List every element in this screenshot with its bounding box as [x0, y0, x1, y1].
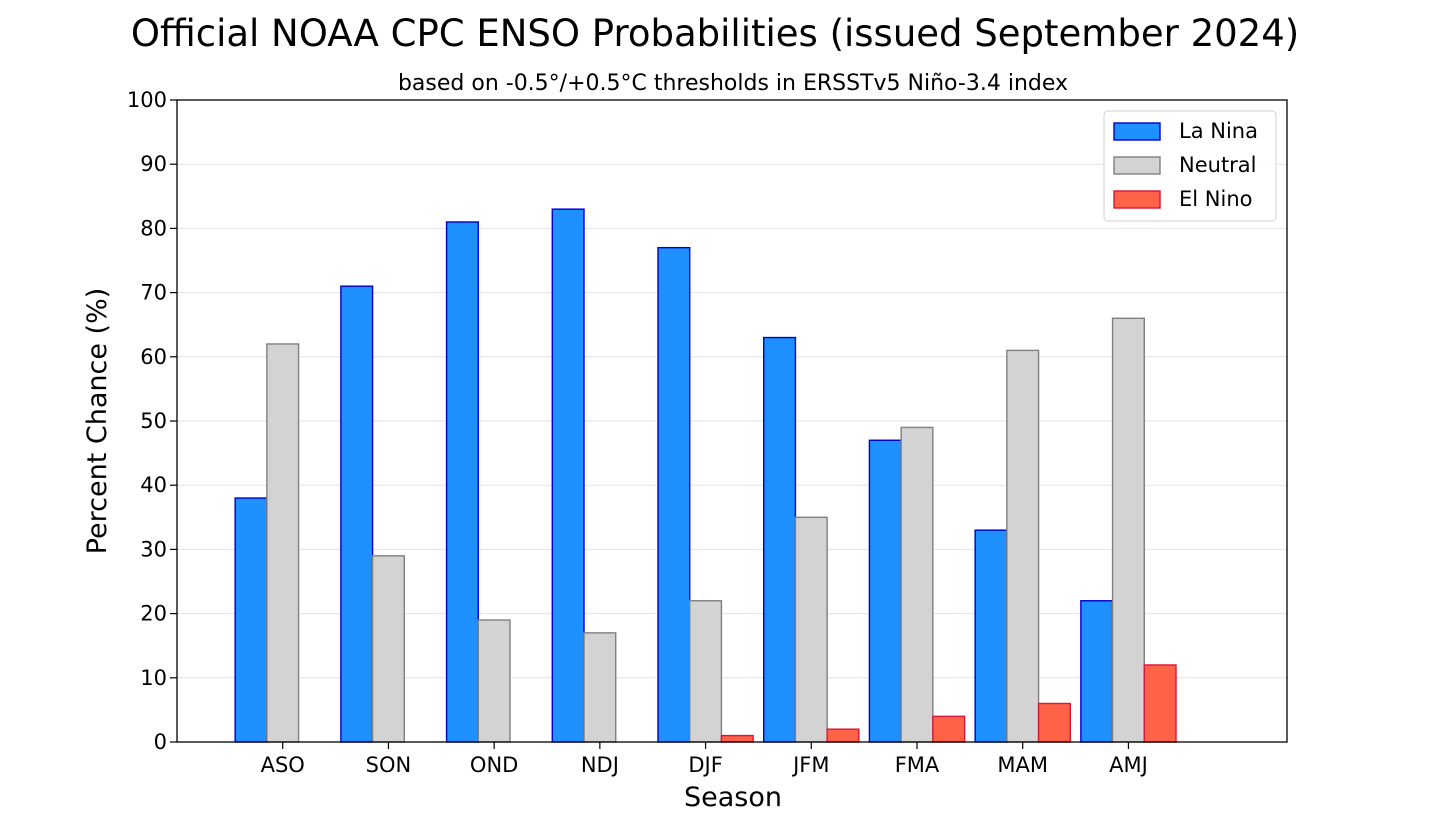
- x-tick-label: FMA: [895, 753, 940, 777]
- y-tick-label: 20: [140, 602, 167, 626]
- y-tick-label: 30: [140, 537, 167, 561]
- x-tick-label: OND: [470, 753, 518, 777]
- x-tick-label: MAM: [997, 753, 1048, 777]
- bar-la-nina: [657, 246, 691, 743]
- legend-swatch: [1113, 122, 1161, 141]
- x-tick-label: SON: [366, 753, 412, 777]
- legend-swatch: [1113, 190, 1161, 209]
- bar-el-nino: [720, 734, 754, 743]
- chart-subtitle: based on -0.5°/+0.5°C thresholds in ERSS…: [398, 71, 1068, 96]
- bar-neutral: [794, 516, 828, 743]
- bar-la-nina: [445, 221, 479, 743]
- y-tick-label: 50: [140, 409, 167, 433]
- y-tick-label: 90: [140, 152, 167, 176]
- chart-title: Official NOAA CPC ENSO Probabilities (is…: [131, 12, 1299, 55]
- bar-neutral: [583, 632, 617, 743]
- y-tick-label: 100: [127, 88, 167, 112]
- bar-neutral: [266, 343, 300, 743]
- y-tick-label: 70: [140, 281, 167, 305]
- bar-neutral: [689, 600, 723, 743]
- legend-swatch: [1113, 156, 1161, 175]
- bar-neutral: [371, 555, 405, 743]
- bar-el-nino: [1143, 664, 1177, 743]
- bar-la-nina: [551, 208, 585, 743]
- y-tick-label: 80: [140, 216, 167, 240]
- bars: [234, 208, 1177, 743]
- plot-frame: [176, 99, 1288, 743]
- bar-la-nina: [868, 439, 902, 743]
- y-axis-label: Percent Chance (%): [82, 288, 113, 555]
- legend-label: Neutral: [1179, 153, 1257, 177]
- bar-la-nina: [974, 529, 1008, 743]
- bar-la-nina: [340, 285, 374, 743]
- y-tick-label: 60: [140, 345, 167, 369]
- y-tick-label: 10: [140, 666, 167, 690]
- bar-el-nino: [932, 715, 966, 743]
- x-tick-label: DJF: [688, 753, 722, 777]
- x-tick-label: JFM: [791, 753, 829, 777]
- bar-el-nino: [1037, 702, 1071, 743]
- x-tick-label: ASO: [261, 753, 305, 777]
- bar-la-nina: [1080, 600, 1114, 743]
- bar-neutral: [1006, 349, 1040, 743]
- bar-el-nino: [826, 728, 860, 743]
- x-axis-label: Season: [684, 782, 782, 813]
- axes: 0 10 20 30 40 50 60 70 80 90 100 ASO SON OND NDJ DJF JFM…: [127, 88, 1288, 777]
- legend-label: El Nino: [1179, 187, 1252, 211]
- y-tick-label: 0: [154, 730, 167, 754]
- y-tick-label: 40: [140, 473, 167, 497]
- bar-neutral: [1111, 317, 1145, 743]
- x-tick-label: AMJ: [1109, 753, 1148, 777]
- bar-la-nina: [234, 497, 268, 743]
- legend: La Nina Neutral El Nino: [1103, 110, 1277, 222]
- x-tick-label: NDJ: [581, 753, 619, 777]
- bar-neutral: [477, 619, 511, 743]
- bar-neutral: [900, 426, 934, 743]
- bar-la-nina: [763, 336, 797, 743]
- legend-label: La Nina: [1179, 119, 1258, 143]
